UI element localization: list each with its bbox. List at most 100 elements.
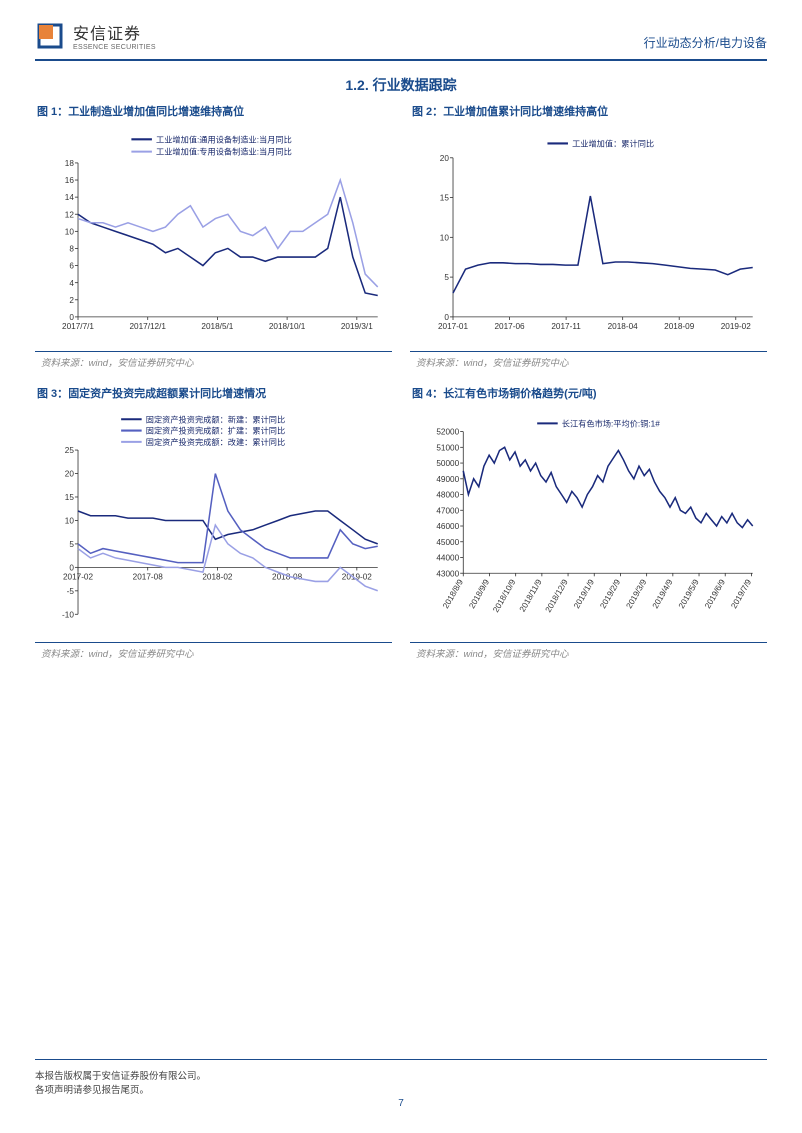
chart-4: 图 4：长江有色市场铜价格趋势(元/吨) 长江有色市场:平均价:铜:1# 430… — [410, 385, 767, 661]
svg-text:50000: 50000 — [436, 459, 459, 468]
chart2-title: 工业增加值累计同比增速维持高位 — [443, 106, 608, 118]
chart3-legend-1: 固定资产投资完成额：扩建：累计同比 — [146, 425, 285, 435]
svg-text:44000: 44000 — [436, 553, 459, 562]
svg-text:-5: -5 — [67, 586, 75, 595]
svg-text:2019/5/9: 2019/5/9 — [677, 577, 701, 610]
svg-text:2017/7/1: 2017/7/1 — [62, 322, 94, 331]
chart4-legend-0: 长江有色市场:平均价:铜:1# — [562, 418, 660, 428]
svg-text:47000: 47000 — [436, 506, 459, 515]
chart4-svg: 长江有色市场:平均价:铜:1# 43000 44000 45000 46000 4700… — [414, 409, 763, 635]
chart3-legend-0: 固定资产投资完成额：新建：累计同比 — [146, 414, 285, 424]
svg-text:20: 20 — [440, 154, 450, 163]
chart1-source: 资料来源：wind，安信证券研究中心 — [35, 351, 392, 369]
chart4-prefix: 图 4： — [412, 388, 443, 400]
svg-text:2018/11/9: 2018/11/9 — [518, 577, 544, 613]
svg-text:14: 14 — [65, 193, 75, 202]
charts-grid: 图 1：工业制造业增加值同比增速维持高位 工业增加值:通用设备制造业:当月同比 … — [35, 103, 767, 666]
svg-text:2018/10/1: 2018/10/1 — [269, 322, 306, 331]
chart1-legend-1: 工业增加值:专用设备制造业:当月同比 — [156, 147, 292, 157]
svg-text:4: 4 — [69, 279, 74, 288]
svg-text:2018/5/1: 2018/5/1 — [201, 322, 233, 331]
section-title-text: 行业数据跟踪 — [373, 77, 457, 93]
svg-text:2017-08: 2017-08 — [133, 572, 164, 581]
svg-text:2017-01: 2017-01 — [438, 322, 469, 331]
footer-line-2: 各项声明请参见报告尾页。 — [35, 1084, 767, 1098]
svg-text:51000: 51000 — [436, 443, 459, 452]
svg-text:10: 10 — [65, 227, 75, 236]
chart-1: 图 1：工业制造业增加值同比增速维持高位 工业增加值:通用设备制造业:当月同比 … — [35, 103, 392, 369]
chart3-source: 资料来源：wind，安信证券研究中心 — [35, 642, 392, 660]
svg-text:10: 10 — [65, 516, 75, 525]
svg-text:-10: -10 — [62, 610, 74, 619]
svg-text:46000: 46000 — [436, 522, 459, 531]
chart3-title: 固定资产投资完成超额累计同比增速情况 — [68, 388, 266, 400]
svg-text:2019/2/9: 2019/2/9 — [598, 577, 622, 610]
svg-text:2019/4/9: 2019/4/9 — [651, 577, 675, 610]
svg-text:5: 5 — [444, 273, 449, 282]
svg-text:2019/3/9: 2019/3/9 — [625, 577, 649, 610]
chart1-legend-0: 工业增加值:通用设备制造业:当月同比 — [156, 134, 292, 144]
chart2-svg: 工业增加值：累计同比 05101520 2017-012017-062017-1… — [414, 127, 763, 343]
chart2-prefix: 图 2： — [412, 106, 443, 118]
chart1-svg: 工业增加值:通用设备制造业:当月同比 工业增加值:专用设备制造业:当月同比 02… — [39, 127, 388, 343]
chart1-title: 工业制造业增加值同比增速维持高位 — [68, 106, 244, 118]
chart4-source: 资料来源：wind，安信证券研究中心 — [410, 642, 767, 660]
section-heading: 1.2. 行业数据跟踪 — [35, 75, 767, 95]
logo-icon — [35, 21, 65, 51]
svg-text:0: 0 — [69, 563, 74, 572]
svg-text:2018/9/9: 2018/9/9 — [467, 577, 491, 610]
svg-text:2017/12/1: 2017/12/1 — [129, 322, 166, 331]
chart-2: 图 2：工业增加值累计同比增速维持高位 工业增加值：累计同比 05101520 … — [410, 103, 767, 369]
svg-text:10: 10 — [440, 233, 450, 242]
brand-name-cn: 安信证券 — [73, 20, 156, 44]
svg-text:52000: 52000 — [436, 427, 459, 436]
chart3-legend-2: 固定资产投资完成额：改建：累计同比 — [146, 436, 285, 446]
section-number: 1.2. — [345, 77, 368, 93]
chart2-legend-0: 工业增加值：累计同比 — [572, 139, 654, 149]
svg-text:25: 25 — [65, 446, 75, 455]
chart1-prefix: 图 1： — [37, 106, 68, 118]
svg-text:18: 18 — [65, 159, 75, 168]
chart3-prefix: 图 3： — [37, 388, 68, 400]
svg-text:2018-08: 2018-08 — [272, 572, 303, 581]
svg-text:2019/3/1: 2019/3/1 — [341, 322, 373, 331]
chart2-source: 资料来源：wind，安信证券研究中心 — [410, 351, 767, 369]
brand-name-en: ESSENCE SECURITIES — [73, 44, 156, 51]
svg-text:2017-11: 2017-11 — [551, 322, 581, 331]
footer-line-1: 本报告版权属于安信证券股份有限公司。 — [35, 1070, 767, 1084]
svg-text:43000: 43000 — [436, 569, 459, 578]
brand-logo: 安信证券 ESSENCE SECURITIES — [35, 20, 156, 51]
svg-text:2018/8/9: 2018/8/9 — [441, 577, 465, 610]
svg-text:2017-02: 2017-02 — [63, 572, 94, 581]
svg-text:2017-06: 2017-06 — [495, 322, 526, 331]
chart4-title: 长江有色市场铜价格趋势(元/吨) — [443, 388, 596, 400]
svg-text:6: 6 — [69, 262, 74, 271]
svg-text:12: 12 — [65, 210, 75, 219]
svg-text:2018/12/9: 2018/12/9 — [544, 577, 570, 613]
page-header: 安信证券 ESSENCE SECURITIES 行业动态分析/电力设备 — [35, 20, 767, 61]
doc-category: 行业动态分析/电力设备 — [644, 34, 767, 51]
svg-text:0: 0 — [444, 313, 449, 322]
svg-text:8: 8 — [69, 245, 74, 254]
svg-text:20: 20 — [65, 469, 75, 478]
page-number: 7 — [398, 1098, 404, 1109]
svg-text:16: 16 — [65, 176, 75, 185]
svg-text:2: 2 — [69, 296, 74, 305]
chart-3: 图 3：固定资产投资完成超额累计同比增速情况 固定资产投资完成额：新建：累计同比… — [35, 385, 392, 661]
svg-text:48000: 48000 — [436, 490, 459, 499]
svg-text:2018-04: 2018-04 — [608, 322, 639, 331]
svg-text:2019/1/9: 2019/1/9 — [572, 577, 596, 610]
svg-text:45000: 45000 — [436, 537, 459, 546]
chart3-svg: 固定资产投资完成额：新建：累计同比 固定资产投资完成额：扩建：累计同比 固定资产… — [39, 409, 388, 635]
page-footer: 本报告版权属于安信证券股份有限公司。 各项声明请参见报告尾页。 7 — [35, 1059, 767, 1099]
svg-text:2019/7/9: 2019/7/9 — [729, 577, 753, 610]
svg-text:2018-09: 2018-09 — [664, 322, 695, 331]
svg-text:2018/10/9: 2018/10/9 — [491, 577, 517, 613]
svg-text:2018-02: 2018-02 — [202, 572, 233, 581]
svg-text:5: 5 — [69, 540, 74, 549]
svg-text:49000: 49000 — [436, 474, 459, 483]
svg-text:2019/6/9: 2019/6/9 — [703, 577, 727, 610]
svg-text:15: 15 — [65, 493, 75, 502]
svg-text:0: 0 — [69, 313, 74, 322]
svg-text:2019-02: 2019-02 — [721, 322, 752, 331]
